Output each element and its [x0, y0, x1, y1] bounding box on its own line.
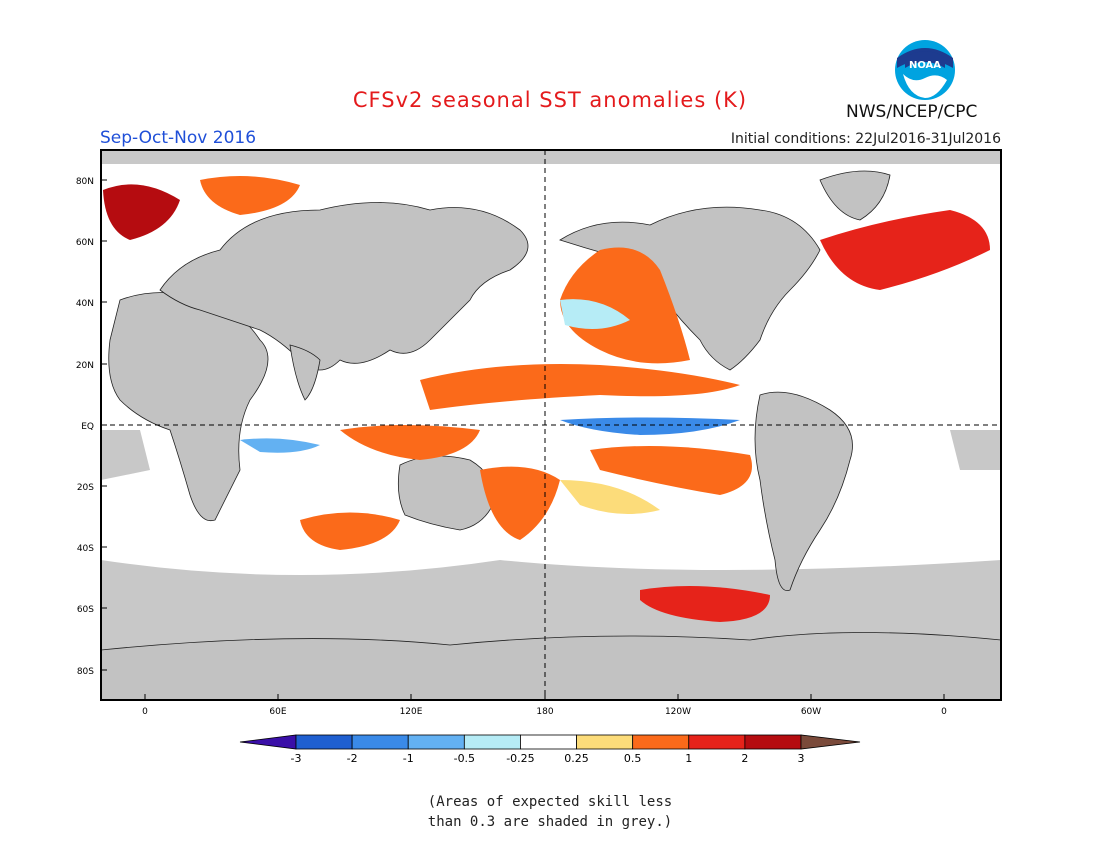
warm-patch-south-indian [300, 512, 400, 550]
initial-conditions-label: Initial conditions: 22Jul2016-31Jul2016 [730, 131, 1001, 147]
map-title: CFSv2 seasonal SST anomalies (K) [352, 88, 748, 112]
warm-patch-barents [200, 176, 300, 215]
longitude-axis: 0 60E 120E 180 120W 60W 0 [142, 694, 947, 717]
lon-tick-label: 60E [269, 707, 286, 717]
colorbar-label: 1 [685, 752, 692, 765]
lon-tick-label: 0 [941, 707, 947, 717]
warm-band-tropical-pacific [420, 364, 740, 410]
cold-tongue-equatorial-pacific [560, 417, 740, 435]
colorbar-swatch [576, 734, 634, 750]
warm-patch-southwest-pacific [480, 466, 560, 540]
colorbar-label: -3 [291, 752, 302, 765]
lon-tick-label: 180 [536, 707, 553, 717]
lat-tick-label: 80S [77, 667, 94, 677]
colorbar-swatch [407, 734, 465, 750]
india [289, 344, 321, 401]
footnote-line-2: than 0.3 are shaded in grey.) [427, 814, 673, 830]
colorbar-swatch [463, 734, 521, 750]
greenland [819, 170, 891, 221]
footnote-line-1: (Areas of expected skill less [427, 794, 673, 810]
antarctica [101, 632, 1001, 700]
cool-patch-north-pacific [560, 299, 630, 329]
warm-patch-north-pacific [560, 247, 690, 364]
lat-tick-label: 60N [76, 238, 94, 248]
colorbar-label: -0.5 [454, 752, 475, 765]
colorbar-swatch [351, 734, 409, 750]
colorbar-label: 0.25 [564, 752, 589, 765]
yellow-patch-south-pacific [560, 480, 660, 514]
lon-tick-label: 0 [142, 707, 148, 717]
skill-footnote: (Areas of expected skill less than 0.3 a… [0, 792, 1100, 832]
warm-patch-southeast-pacific [590, 446, 752, 495]
colorbar-label: -0.25 [506, 752, 534, 765]
latitude-axis: 80N 60N 40N 20N EQ 20S 40S 60S 80S [76, 177, 107, 677]
lat-tick-label: 20N [76, 361, 94, 371]
colorbar-swatch [688, 734, 746, 750]
warm-patch-arctic-europe [103, 184, 180, 240]
lon-tick-label: 60W [801, 707, 821, 717]
sst-anomaly-patches [103, 176, 990, 622]
colorbar-max-arrow [800, 734, 861, 750]
lon-tick-label: 120E [400, 707, 423, 717]
agency-label: NWS/NCEP/CPC [846, 102, 978, 122]
colorbar-swatch [632, 734, 690, 750]
colorbar-label: 2 [741, 752, 748, 765]
colorbar-swatch [744, 734, 802, 750]
australia [397, 455, 496, 531]
lat-tick-label: 60S [77, 605, 94, 615]
colorbar-swatch [520, 734, 577, 750]
lon-tick-label: 120W [665, 707, 691, 717]
lat-tick-label: 40S [77, 544, 94, 554]
eurasia [159, 202, 529, 371]
lat-tick-label: 20S [77, 483, 94, 493]
svg-text:NOAA: NOAA [909, 60, 941, 71]
season-label: Sep-Oct-Nov 2016 [100, 128, 257, 148]
south-america [754, 391, 853, 592]
colorbar-swatch [295, 734, 353, 750]
cool-patch-indian-ocean [240, 438, 320, 453]
colorbar-label: 3 [798, 752, 805, 765]
colorbar-label: -1 [403, 752, 414, 765]
colorbar-min-arrow [239, 734, 297, 750]
lat-tick-label: 40N [76, 299, 94, 309]
warm-patch-maritime-continent [340, 425, 480, 460]
lat-tick-label: EQ [81, 422, 94, 432]
color-scale-bar: -3 -2 -1 -0.5 -0.25 0.25 0.5 1 2 3 [239, 734, 861, 765]
noaa-logo: NOAA [895, 40, 955, 100]
colorbar-label: -2 [347, 752, 358, 765]
lat-tick-label: 80N [76, 177, 94, 187]
warm-patch-north-atlantic [820, 210, 990, 290]
colorbar-label: 0.5 [624, 752, 642, 765]
warm-patch-southern-ocean [640, 586, 770, 622]
